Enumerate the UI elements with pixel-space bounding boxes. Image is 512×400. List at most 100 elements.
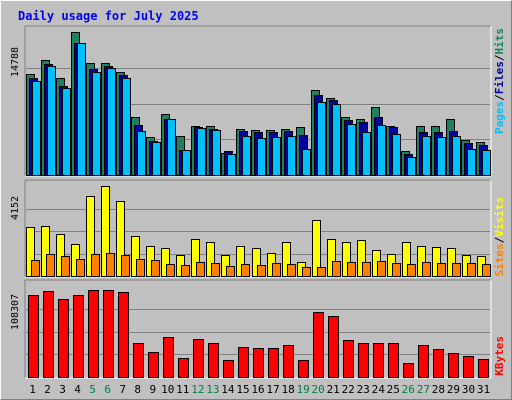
bar-kbytes-day-30 [463,356,474,378]
bar-pages-day-8 [137,131,146,176]
bar-visits-day-22 [342,242,351,277]
bar-pages-day-25 [392,134,401,176]
bar-visits-day-27 [417,246,426,277]
bar-kbytes-day-14 [223,360,234,378]
bar-sites-day-13 [211,263,220,277]
bar-sites-day-21 [332,261,341,277]
bar-kbytes-day-7 [118,292,129,378]
visits-sites-panel: 4152 [10,179,492,278]
bar-pages-day-7 [122,78,131,176]
x-tick-label: 16 [251,383,264,396]
bar-sites-day-2 [46,254,55,277]
bar-kbytes-day-15 [238,347,249,378]
bar-sites-day-29 [452,263,461,277]
bar-pages-day-18 [287,136,296,176]
bar-kbytes-day-2 [43,291,54,378]
chart-panels: 14788 4152 108307 [10,25,492,379]
bar-kbytes-day-23 [358,343,369,378]
x-tick-label: 30 [462,383,475,396]
legend-entry: Sites [493,243,506,276]
x-tick-label: 29 [447,383,460,396]
legend-entry: Hits [493,28,506,55]
bar-visits-day-6 [101,186,110,277]
bar-sites-day-20 [317,267,326,277]
bar-pages-day-15 [242,136,251,176]
bar-kbytes-day-20 [313,312,324,378]
bar-kbytes-day-31 [478,359,489,378]
x-tick-label: 8 [134,383,141,396]
x-tick-label: 1 [29,383,36,396]
chart-title: Daily usage for July 2025 [18,9,199,23]
bar-sites-day-22 [347,262,356,277]
x-tick-label: 22 [342,383,355,396]
bar-pages-day-21 [332,104,341,176]
bar-sites-day-11 [181,265,190,277]
bar-sites-day-5 [91,254,100,277]
bar-sites-day-23 [362,262,371,277]
bar-visits-day-2 [41,226,50,277]
bar-kbytes-day-25 [388,343,399,378]
bar-sites-day-4 [76,259,85,277]
pages-files-hits-panel: 14788 [10,25,492,177]
bar-visits-day-21 [327,239,336,277]
x-tick-label: 5 [89,383,96,396]
bar-kbytes-day-26 [403,363,414,378]
bar-sites-day-17 [272,263,281,277]
legend-sites-visits: Sites/Visits [493,197,506,277]
bar-kbytes-day-12 [193,339,204,378]
legend-entry: Visits [493,197,506,237]
x-tick-label: 15 [236,383,249,396]
bar-pages-day-31 [482,150,491,176]
x-axis-labels: 1 2 3 4 5 6 7 8 9 10 11 12 13 14 15 16 17 18 19 20 21 22 23 24 2… [29,383,490,396]
x-tick-label: 11 [176,383,189,396]
x-tick-label: 10 [161,383,174,396]
bar-kbytes-day-10 [163,337,174,378]
bar-visits-day-7 [116,201,125,277]
bar-visits-day-16 [252,248,261,277]
bar-kbytes-day-22 [343,340,354,378]
bar-sites-day-26 [407,264,416,277]
bar-kbytes-day-11 [178,358,189,378]
bar-pages-day-11 [182,150,191,176]
bar-sites-day-9 [151,260,160,277]
bar-visits-day-12 [191,239,200,277]
bar-pages-day-6 [107,68,116,176]
bar-kbytes-day-13 [208,343,219,378]
bar-pages-day-10 [167,119,176,176]
x-tick-label: 20 [311,383,324,396]
bar-kbytes-day-5 [88,290,99,378]
bar-kbytes-day-16 [253,348,264,378]
x-tick-label: 21 [327,383,340,396]
bar-pages-day-28 [437,137,446,176]
x-tick-label: 25 [387,383,400,396]
bar-kbytes-day-18 [283,345,294,378]
x-tick-label: 4 [74,383,81,396]
x-tick-label: 19 [296,383,309,396]
x-tick-label: 14 [221,383,235,396]
bar-visits-day-15 [236,246,245,277]
x-tick-label: 6 [104,383,111,396]
bar-pages-day-14 [227,154,236,176]
bar-kbytes-day-29 [448,353,459,378]
x-tick-label: 17 [266,383,279,396]
x-tick-label: 18 [281,383,294,396]
bar-sites-day-6 [106,253,115,277]
kbytes-max-label: 108307 [10,294,21,330]
bar-sites-day-24 [377,261,386,277]
bar-pages-day-23 [362,132,371,176]
legend-kbytes: KBytes [493,336,506,376]
legend-entry: KBytes [493,336,506,376]
bar-pages-day-12 [197,128,206,176]
bar-pages-day-16 [257,138,266,176]
bar-visits-day-10 [161,248,170,277]
bar-sites-day-12 [196,262,205,277]
pages-files-hits-max-label: 14788 [10,47,21,77]
x-tick-label: 31 [477,383,490,396]
bar-visits-day-20 [312,220,321,277]
legend-entry: Files [493,61,506,94]
bar-kbytes-day-1 [28,295,39,378]
bar-kbytes-day-8 [133,343,144,378]
bar-pages-day-22 [347,124,356,176]
